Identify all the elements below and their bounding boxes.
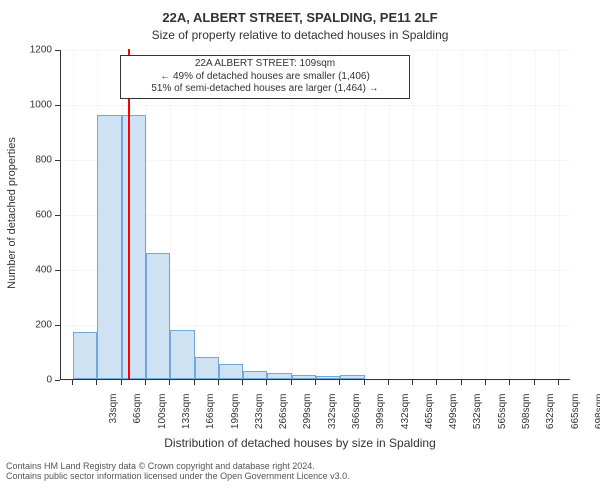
chart-title: 22A, ALBERT STREET, SPALDING, PE11 2LF <box>0 10 600 25</box>
histogram-bar <box>122 115 146 379</box>
subject-marker-line <box>128 49 130 379</box>
plot-area <box>60 50 570 380</box>
annotation-line1: 22A ALBERT STREET: 109sqm <box>127 58 403 71</box>
histogram-bar <box>292 375 317 379</box>
chart-subtitle: Size of property relative to detached ho… <box>0 28 600 42</box>
annotation-box: 22A ALBERT STREET: 109sqm ← 49% of detac… <box>120 55 410 99</box>
ytick-label: 400 <box>0 265 52 276</box>
footer-line2: Contains public sector information licen… <box>6 471 594 481</box>
footer: Contains HM Land Registry data © Crown c… <box>0 458 600 484</box>
annotation-line2: ← 49% of detached houses are smaller (1,… <box>127 71 403 84</box>
histogram-bar <box>146 253 170 380</box>
histogram-bar <box>340 375 364 379</box>
histogram-bar <box>195 357 220 379</box>
annotation-line3: 51% of semi-detached houses are larger (… <box>127 83 403 96</box>
histogram-bar <box>243 371 267 379</box>
histogram-bar <box>316 376 340 379</box>
ytick-label: 1200 <box>0 45 52 56</box>
ytick-label: 1000 <box>0 100 52 111</box>
histogram-bar <box>73 332 97 379</box>
ytick-label: 800 <box>0 155 52 166</box>
ytick-label: 600 <box>0 210 52 221</box>
ytick-label: 200 <box>0 320 52 331</box>
histogram-bar <box>219 364 243 379</box>
x-axis-label: Distribution of detached houses by size … <box>0 436 600 450</box>
ytick-label: 0 <box>0 375 52 386</box>
histogram-bar <box>97 115 122 379</box>
histogram-bar <box>267 373 291 379</box>
histogram-bar <box>170 330 194 380</box>
footer-line1: Contains HM Land Registry data © Crown c… <box>6 461 594 471</box>
